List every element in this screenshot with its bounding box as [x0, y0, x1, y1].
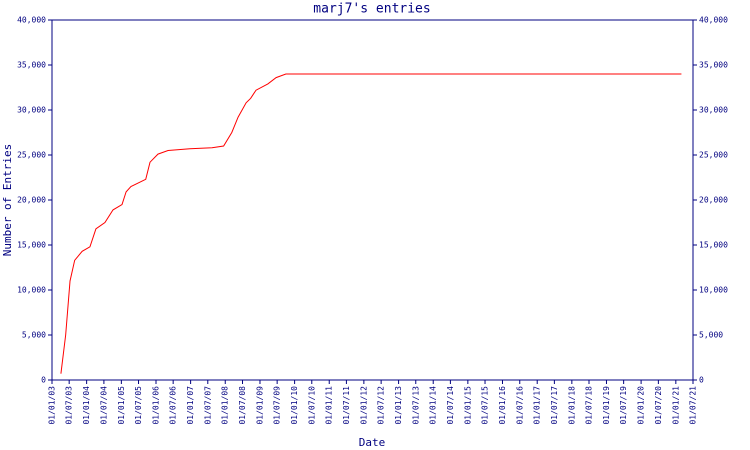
y2-tick-label: 10,000	[699, 286, 728, 295]
y-tick-label: 15,000	[17, 241, 46, 250]
x-tick-label: 01/01/08	[221, 386, 230, 425]
x-tick-label: 01/07/16	[515, 386, 524, 425]
y-tick-label: 35,000	[17, 61, 46, 70]
y-axis-label: Number of Entries	[1, 144, 14, 257]
y-tick-label: 20,000	[17, 196, 46, 205]
x-tick-label: 01/07/18	[585, 386, 594, 425]
x-tick-label: 01/01/06	[151, 386, 160, 425]
y2-tick-label: 30,000	[699, 106, 728, 115]
x-tick-label: 01/01/19	[602, 386, 611, 425]
x-tick-label: 01/07/10	[307, 386, 316, 425]
chart-title: marj7's entries	[313, 2, 430, 17]
y-tick-label: 25,000	[17, 151, 46, 160]
y2-tick-label: 20,000	[699, 196, 728, 205]
x-tick-label: 01/07/15	[481, 386, 490, 425]
x-tick-label: 01/01/07	[186, 386, 195, 425]
data-line	[60, 73, 682, 374]
y-tick-label: 10,000	[17, 286, 46, 295]
x-tick-label: 01/07/13	[411, 386, 420, 425]
x-tick-label: 01/01/05	[117, 386, 126, 425]
x-tick-label: 01/01/04	[82, 386, 91, 425]
x-tick-label: 01/07/05	[134, 386, 143, 425]
y-tick-label: 40,000	[17, 16, 46, 25]
y2-tick-label: 35,000	[699, 61, 728, 70]
x-tick-label: 01/07/04	[99, 386, 108, 425]
x-tick-label: 01/01/10	[290, 386, 299, 425]
x-tick-label: 01/07/17	[550, 386, 559, 425]
y-tick-label: 30,000	[17, 106, 46, 115]
x-axis-label: Date	[359, 436, 386, 449]
x-tick-label: 01/01/16	[498, 386, 507, 425]
x-tick-label: 01/07/12	[377, 386, 386, 425]
y-tick-label: 5,000	[22, 331, 46, 340]
x-tick-label: 01/01/20	[637, 386, 646, 425]
x-tick-label: 01/01/14	[429, 386, 438, 425]
x-tick-label: 01/01/17	[533, 386, 542, 425]
x-tick-label: 01/07/20	[654, 386, 663, 425]
y2-tick-label: 40,000	[699, 16, 728, 25]
x-tick-label: 01/07/03	[65, 386, 74, 425]
x-tick-label: 01/07/08	[238, 386, 247, 425]
y-tick-label: 0	[41, 376, 46, 385]
x-tick-label: 01/07/14	[446, 386, 455, 425]
y2-tick-label: 0	[699, 376, 704, 385]
y2-tick-label: 15,000	[699, 241, 728, 250]
x-tick-label: 01/07/09	[273, 386, 282, 425]
x-tick-label: 01/01/12	[359, 386, 368, 425]
x-tick-label: 01/07/11	[342, 386, 351, 425]
x-tick-label: 01/01/15	[463, 386, 472, 425]
x-tick-label: 01/07/07	[203, 386, 212, 425]
x-tick-label: 01/01/21	[671, 386, 680, 425]
x-tick-label: 01/01/09	[255, 386, 264, 425]
x-tick-label: 01/01/11	[325, 386, 334, 425]
x-tick-label: 01/07/19	[619, 386, 628, 425]
x-tick-label: 01/07/21	[689, 386, 698, 425]
x-tick-label: 01/01/18	[567, 386, 576, 425]
x-tick-label: 01/01/03	[48, 386, 57, 425]
y2-tick-label: 25,000	[699, 151, 728, 160]
x-tick-label: 01/01/13	[394, 386, 403, 425]
x-tick-label: 01/07/06	[169, 386, 178, 425]
y2-tick-label: 5,000	[699, 331, 723, 340]
